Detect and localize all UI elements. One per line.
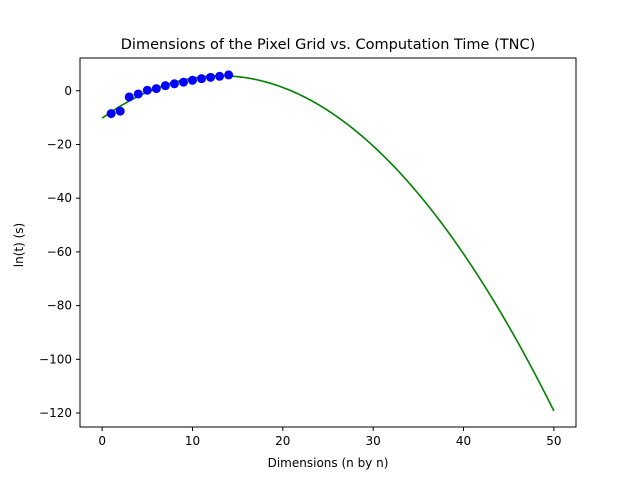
x-axis-label: Dimensions (n by n)	[268, 456, 389, 470]
data-point	[197, 74, 207, 84]
y-tick-label: −20	[47, 137, 72, 151]
x-tick-label: 0	[98, 434, 106, 448]
data-point	[224, 70, 234, 80]
x-tick-label: 20	[275, 434, 290, 448]
y-axis-label: ln(t) (s)	[12, 223, 26, 267]
x-tick-label: 50	[546, 434, 561, 448]
x-tick-label: 40	[456, 434, 471, 448]
data-point	[160, 81, 170, 91]
data-point	[142, 85, 152, 95]
y-tick-label: −80	[47, 299, 72, 313]
plot-area	[101, 70, 555, 412]
chart-title: Dimensions of the Pixel Grid vs. Computa…	[121, 37, 535, 53]
data-point	[124, 92, 134, 102]
data-point	[133, 89, 143, 99]
x-tick-label: 30	[366, 434, 381, 448]
data-point	[187, 75, 197, 85]
plot-frame	[79, 57, 577, 428]
data-point	[169, 79, 179, 89]
data-point	[115, 106, 125, 116]
fit-curve-line	[101, 75, 555, 412]
data-point	[106, 109, 116, 119]
data-point	[178, 77, 188, 87]
y-tick-label: −100	[39, 352, 72, 366]
data-point	[206, 72, 216, 82]
data-point	[215, 71, 225, 81]
x-tick-label: 10	[185, 434, 200, 448]
data-point	[151, 84, 161, 94]
y-axis: −120 −100 −80 −60 −40 −20 0	[39, 84, 80, 420]
x-axis: 0 10 20 30 40 50	[98, 427, 562, 448]
y-tick-label: 0	[64, 84, 72, 98]
y-tick-label: −60	[47, 245, 72, 259]
y-tick-label: −40	[47, 191, 72, 205]
y-tick-label: −120	[39, 406, 72, 420]
